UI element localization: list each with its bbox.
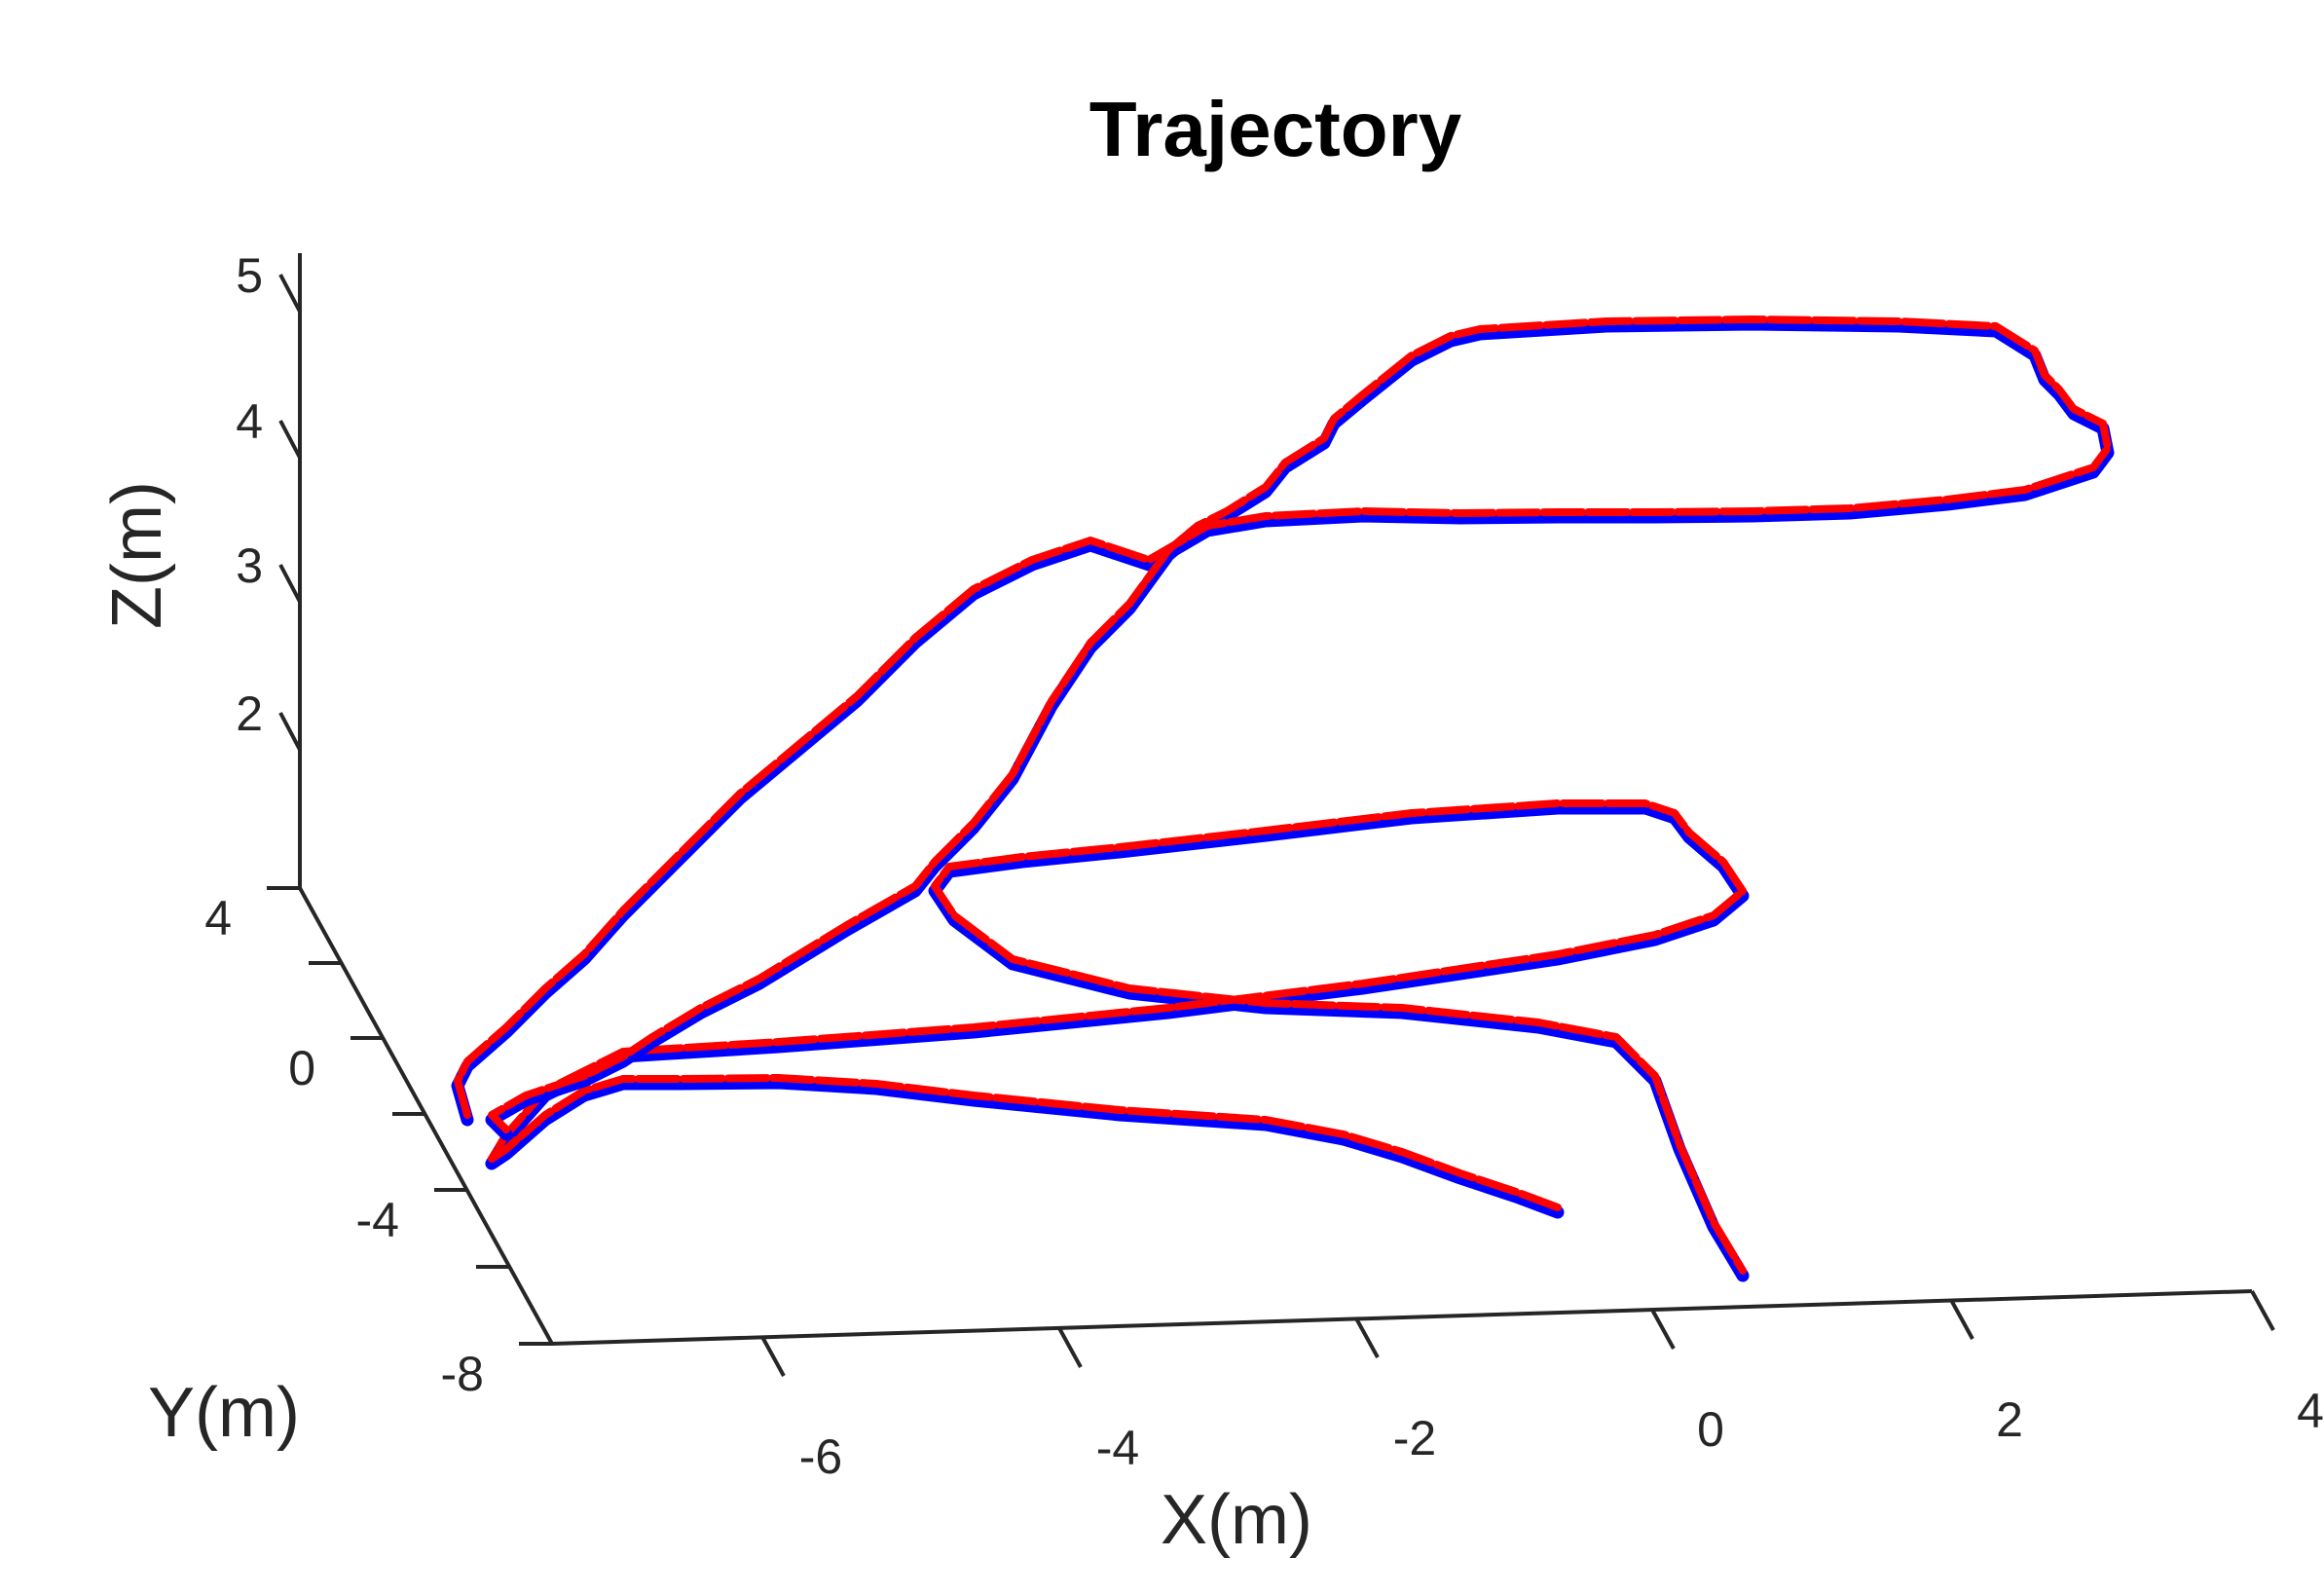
x-tick-label: -6 <box>799 1429 842 1484</box>
x-tick-label: 0 <box>1697 1402 1724 1457</box>
z-ticks: 5 4 3 2 <box>236 248 302 751</box>
y-ticks: 4 0 -4 -8 <box>204 886 552 1401</box>
x-axis-line <box>551 1289 2253 1346</box>
x-tick-mark <box>1354 1317 1380 1358</box>
z-tick-mark <box>278 712 302 751</box>
z-axis-label: Z(m) <box>98 481 176 629</box>
x-tick-mark <box>1949 1299 1974 1340</box>
x-tick-label: 4 <box>2297 1384 2324 1438</box>
z-tick-mark <box>278 420 302 459</box>
y-tick-label: 4 <box>204 891 232 945</box>
y-tick-label: -8 <box>441 1347 484 1401</box>
x-ticks: -6 -4 -2 0 2 4 <box>760 1290 2324 1484</box>
x-tick-mark <box>1057 1327 1083 1368</box>
y-tick-label: 0 <box>288 1041 315 1095</box>
x-axis-label: X(m) <box>1161 1481 1312 1559</box>
x-tick-mark <box>2250 1290 2275 1331</box>
z-tick-label: 5 <box>236 248 263 303</box>
trajectory-floor-red <box>488 799 1747 1275</box>
trajectory-upper-red <box>454 315 2112 1133</box>
x-tick-mark <box>760 1336 786 1377</box>
x-tick-label: -2 <box>1393 1411 1436 1465</box>
z-tick-label: 2 <box>236 686 263 741</box>
chart-title: Trajectory <box>1089 86 1462 172</box>
x-tick-mark <box>1650 1309 1676 1350</box>
z-tick-label: 4 <box>236 394 263 449</box>
x-tick-label: 2 <box>1996 1392 2023 1447</box>
z-tick-mark <box>278 274 302 313</box>
y-axis-line <box>298 887 554 1345</box>
trajectory-floor-blue <box>485 801 1750 1282</box>
trajectory-series <box>451 315 2115 1282</box>
y-axis-label: Y(m) <box>148 1374 300 1452</box>
z-tick-label: 3 <box>236 538 263 593</box>
x-tick-label: -4 <box>1096 1421 1139 1475</box>
z-tick-mark <box>278 564 302 603</box>
y-tick-label: -4 <box>356 1193 399 1247</box>
